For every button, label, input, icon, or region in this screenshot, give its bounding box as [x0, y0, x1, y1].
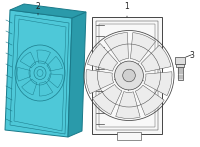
- Polygon shape: [175, 57, 185, 64]
- Wedge shape: [20, 52, 36, 68]
- Wedge shape: [39, 81, 53, 96]
- Wedge shape: [47, 56, 63, 71]
- Ellipse shape: [123, 69, 135, 82]
- Text: 1: 1: [125, 1, 129, 17]
- Polygon shape: [92, 17, 162, 134]
- Polygon shape: [10, 4, 86, 18]
- Wedge shape: [104, 32, 128, 62]
- Wedge shape: [135, 85, 164, 115]
- Polygon shape: [68, 12, 86, 137]
- Wedge shape: [87, 44, 118, 71]
- Text: 3: 3: [190, 51, 194, 60]
- Ellipse shape: [34, 66, 46, 80]
- Wedge shape: [144, 72, 172, 96]
- Wedge shape: [37, 50, 50, 64]
- Wedge shape: [48, 74, 63, 88]
- Wedge shape: [116, 92, 140, 118]
- Wedge shape: [130, 33, 155, 62]
- Polygon shape: [5, 10, 72, 137]
- Wedge shape: [86, 70, 114, 94]
- Ellipse shape: [115, 61, 143, 90]
- Ellipse shape: [37, 70, 43, 76]
- Polygon shape: [176, 64, 184, 67]
- Wedge shape: [141, 45, 171, 72]
- Text: 2: 2: [36, 1, 40, 15]
- Polygon shape: [178, 67, 182, 80]
- Wedge shape: [93, 85, 122, 115]
- Polygon shape: [117, 132, 141, 140]
- Wedge shape: [22, 79, 37, 95]
- Wedge shape: [17, 67, 31, 81]
